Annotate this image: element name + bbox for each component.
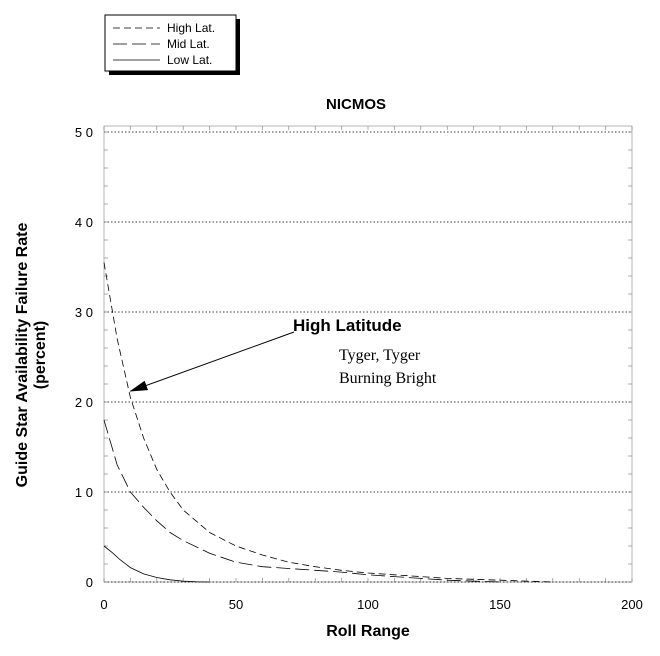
legend-label-high: High Lat.	[167, 21, 215, 35]
x-tick-label: 100	[357, 597, 379, 612]
y-tick-label: 3 0	[75, 305, 93, 320]
y-axis-label-unit: (percent)	[32, 321, 49, 389]
legend-label-low: Low Lat.	[167, 53, 212, 67]
x-tick-label: 50	[229, 597, 243, 612]
legend: High Lat. Mid Lat. Low Lat.	[104, 14, 240, 75]
x-tick-label: 0	[100, 597, 107, 612]
y-axis-label: Guide Star Availability Failure Rate	[14, 223, 31, 488]
y-tick-label: 2 0	[75, 395, 93, 410]
y-tick-label: 4 0	[75, 215, 93, 230]
y-tick-labels: 0 1 0 2 0 3 0 4 0 5 0	[75, 125, 93, 590]
series-line-high-lat	[103, 262, 553, 583]
x-axis-label: Roll Range	[326, 623, 410, 640]
legend-label-mid: Mid Lat.	[167, 37, 210, 51]
y-tick-label: 5 0	[75, 125, 93, 140]
x-tick-label: 150	[489, 597, 511, 612]
minor-ticks	[103, 126, 633, 583]
annotation-line-1: Tyger, Tyger	[339, 347, 421, 364]
chart-title: NICMOS	[326, 96, 386, 113]
series-line-mid-lat	[103, 419, 501, 583]
legend-box	[104, 14, 237, 72]
annotation-arrow	[129, 331, 295, 392]
y-tick-label: 0	[86, 575, 93, 590]
series-line-low-lat	[103, 545, 210, 583]
annotation-heading: High Latitude	[293, 316, 402, 335]
series-lines	[103, 262, 553, 583]
y-tick-label: 1 0	[75, 485, 93, 500]
x-tick-labels: 0 50 100 150 200	[100, 597, 642, 612]
annotation-line-2: Burning Bright	[339, 370, 437, 387]
x-tick-label: 200	[621, 597, 643, 612]
